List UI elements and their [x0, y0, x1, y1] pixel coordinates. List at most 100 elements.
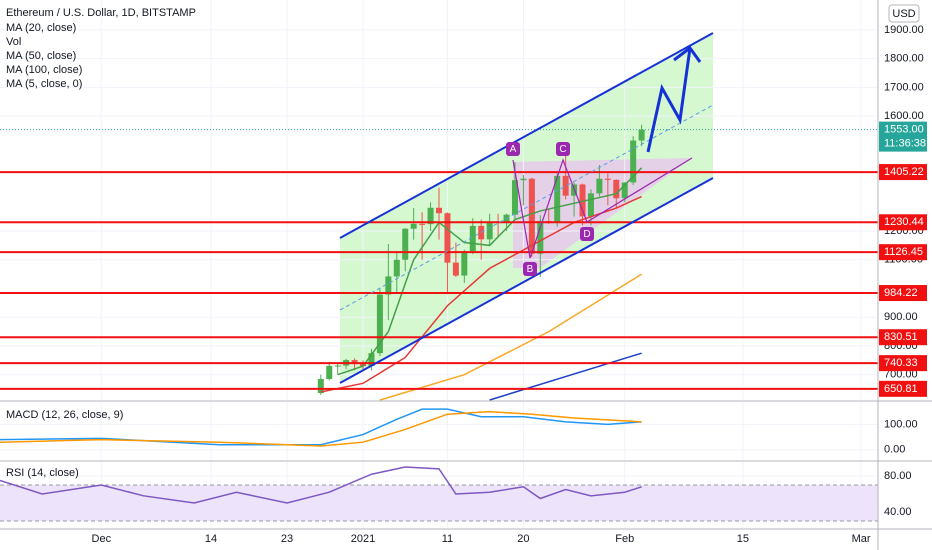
- y-tick-label: 100.00: [884, 418, 918, 430]
- pattern-labels: A B C D: [506, 142, 594, 276]
- label-box: [580, 227, 594, 241]
- candle-body: [528, 178, 535, 254]
- arrow-head: [673, 45, 702, 63]
- chart-title: Ethereum / U.S. Dollar, 1D, BITSTAMP: [6, 7, 196, 19]
- candle-body: [520, 178, 527, 181]
- candle-body: [368, 353, 375, 367]
- candle-body: [402, 228, 409, 260]
- level-label: 984.22: [884, 287, 918, 299]
- level-label-bg: [879, 355, 927, 372]
- candle-body: [587, 193, 594, 217]
- last-price-label: 1553.00: [884, 124, 924, 136]
- x-tick-label: 14: [205, 533, 217, 545]
- label-box: [506, 142, 520, 156]
- candle-body: [385, 276, 392, 295]
- point-label: A: [510, 144, 517, 155]
- indicator-line: [337, 167, 643, 376]
- pane-title: RSI (14, close): [6, 467, 79, 479]
- level-label: 830.51: [884, 331, 918, 343]
- candle-body: [452, 262, 459, 276]
- projection-arrow: [646, 47, 692, 153]
- indicator-line: [0, 408, 642, 446]
- x-tick-label: 2021: [351, 533, 375, 545]
- x-tick-label: 20: [517, 533, 529, 545]
- level-label-bg: [879, 285, 927, 302]
- channel-mid: [339, 104, 714, 311]
- level-label-bg: [879, 164, 927, 181]
- drawings-over: A B C D: [339, 32, 714, 384]
- legend-entry: MA (5, close, 0): [6, 78, 82, 90]
- last-price-bg: [879, 121, 927, 152]
- candle-body: [469, 225, 476, 252]
- legend-entry: MA (100, close): [6, 64, 82, 76]
- level-label-bg: [879, 244, 927, 261]
- x-tick-label: Feb: [615, 533, 634, 545]
- level-label: 1405.22: [884, 166, 924, 178]
- channel-upper: [339, 32, 714, 239]
- y-tick-label: 1800.00: [884, 53, 924, 65]
- indicator-line: [379, 273, 643, 401]
- candle-body: [410, 223, 417, 229]
- legend-entry: Vol: [6, 36, 21, 48]
- rsi-band: [0, 485, 878, 521]
- abcd-pattern: [512, 157, 693, 259]
- legend-entry: MA (50, close): [6, 50, 76, 62]
- label-box: [523, 262, 537, 276]
- candle-body: [511, 180, 518, 215]
- candle-body: [436, 207, 442, 214]
- indicator-line: [0, 410, 642, 447]
- label-box: [556, 142, 570, 156]
- candle-body: [376, 294, 383, 354]
- candle-body: [596, 178, 603, 194]
- point-label: B: [527, 264, 534, 275]
- candle-body: [393, 259, 400, 277]
- candle-body: [562, 175, 569, 196]
- candle-body: [461, 251, 468, 276]
- candle-body: [604, 178, 611, 180]
- y-tick-label: 40.00: [884, 506, 912, 518]
- y-tick-label: 700.00: [884, 369, 918, 381]
- candle-body: [334, 365, 341, 367]
- candle-body: [486, 221, 493, 240]
- level-label-bg: [879, 214, 927, 231]
- candle-body: [638, 129, 645, 141]
- candle-body: [326, 365, 333, 380]
- candle-body: [351, 360, 358, 365]
- currency[interactable]: USD: [892, 8, 915, 20]
- candle-body: [444, 213, 451, 263]
- y-tick-label: 1700.00: [884, 81, 924, 93]
- currency-button[interactable]: [888, 4, 920, 23]
- y-tick-label: 80.00: [884, 470, 912, 482]
- candle-body: [621, 182, 628, 199]
- plot: [0, 0, 878, 528]
- level-label: 1126.45: [884, 246, 923, 258]
- candle-body: [613, 179, 620, 199]
- indicator-line: [0, 466, 642, 504]
- y-tick-label: 0.00: [884, 444, 905, 456]
- legend-entry: MA (20, close): [6, 22, 76, 34]
- x-tick-label: 11: [442, 533, 453, 545]
- pane-title: MACD (12, 26, close, 9): [6, 409, 123, 421]
- level-label-bg: [879, 329, 927, 346]
- candle-body: [630, 140, 637, 183]
- candle-body: [579, 184, 586, 217]
- candle-body: [427, 207, 434, 225]
- x-tick-label: Mar: [852, 533, 871, 545]
- y-tick-label: 900.00: [884, 311, 918, 323]
- point-label: C: [559, 144, 566, 155]
- level-label: 650.81: [884, 383, 918, 395]
- channel-lower: [339, 177, 714, 384]
- level-label-bg: [879, 380, 927, 397]
- y-tick-label: 1900.00: [884, 24, 924, 36]
- x-tick-label: 23: [281, 533, 293, 545]
- candle-body: [554, 175, 561, 222]
- x-tick-label: 15: [737, 533, 749, 545]
- level-label: 1230.44: [884, 216, 924, 228]
- candle-body: [419, 223, 426, 225]
- point-label: D: [583, 229, 590, 240]
- candle-body: [317, 379, 324, 394]
- x-tick-label: Dec: [92, 533, 112, 545]
